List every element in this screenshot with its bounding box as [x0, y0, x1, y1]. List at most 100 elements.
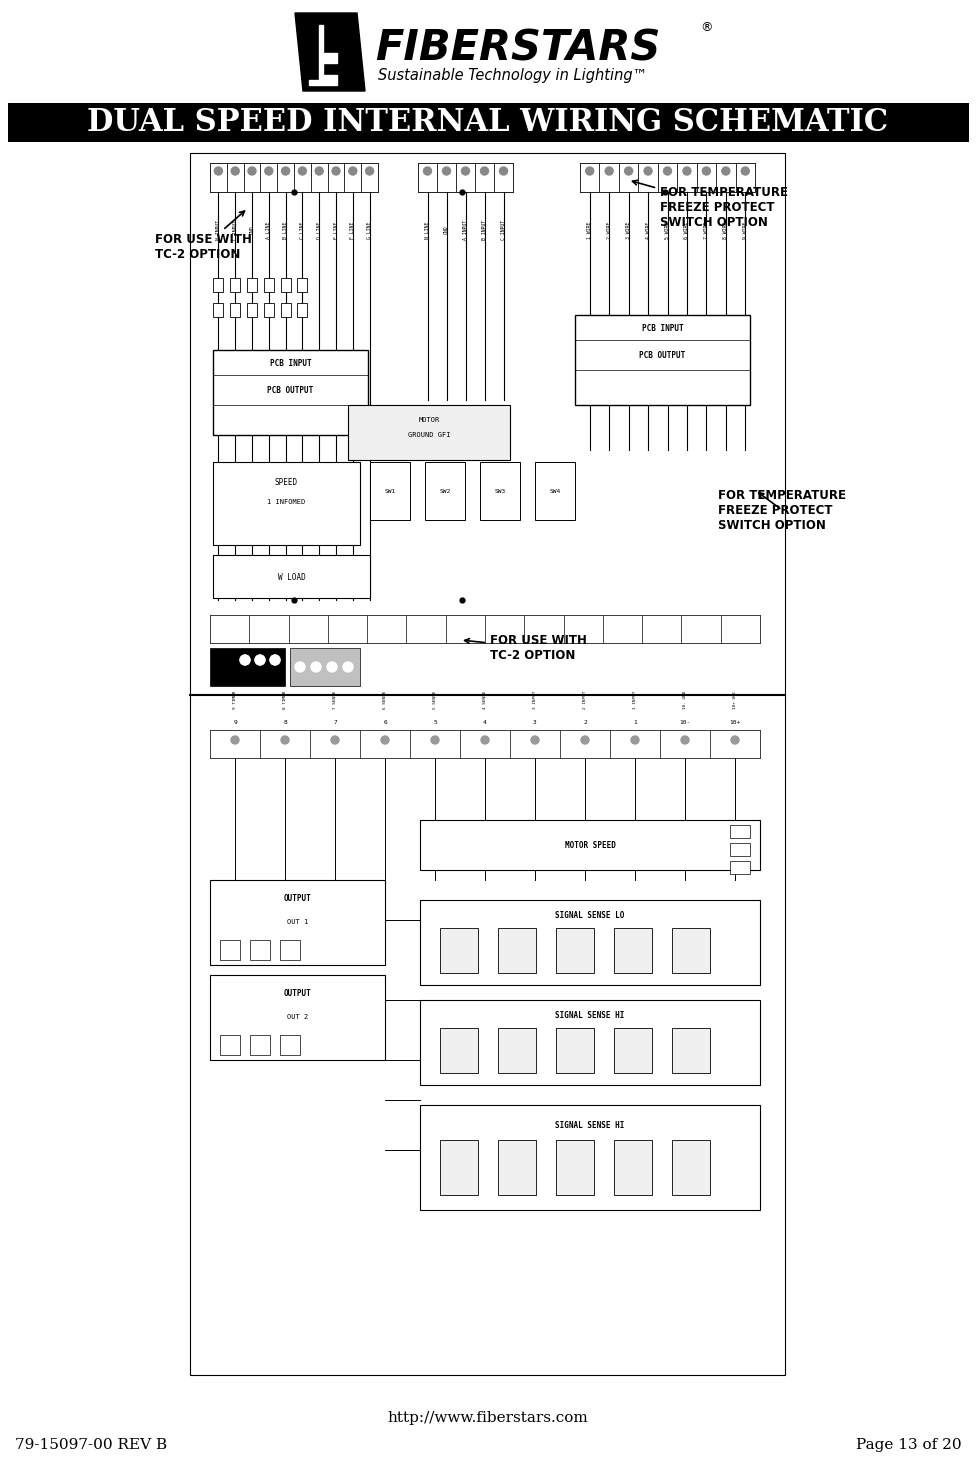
Text: SIGNAL SENSE HI: SIGNAL SENSE HI [555, 1121, 624, 1130]
Text: FOR USE WITH
TC-2 OPTION: FOR USE WITH TC-2 OPTION [465, 634, 587, 662]
Text: FIBERSTARS: FIBERSTARS [375, 26, 660, 69]
Text: PCB OUTPUT: PCB OUTPUT [639, 350, 686, 359]
Bar [213, 462, 360, 544]
Bar [261, 163, 277, 193]
Bar [243, 163, 261, 193]
Bar [672, 1028, 710, 1072]
Text: SIGNAL SENSE LO: SIGNAL SENSE LO [555, 911, 624, 919]
Circle shape [461, 168, 470, 175]
Bar [580, 163, 600, 193]
Bar [220, 940, 240, 961]
Text: A INPUT: A INPUT [463, 221, 468, 240]
Text: W LOAD: W LOAD [277, 572, 306, 581]
Bar [213, 303, 224, 316]
Bar [730, 843, 750, 856]
Text: SW1: SW1 [384, 488, 396, 493]
Text: C INPUT: C INPUT [501, 221, 506, 240]
Bar [420, 1105, 760, 1211]
Bar [660, 730, 710, 758]
Text: GND: GND [249, 225, 254, 234]
Text: 7 SENSE: 7 SENSE [333, 691, 337, 709]
Bar [480, 462, 520, 521]
Circle shape [240, 655, 250, 665]
Text: FOR USE WITH
TC-2 OPTION: FOR USE WITH TC-2 OPTION [155, 210, 252, 260]
Bar [213, 278, 224, 293]
Bar [614, 1028, 652, 1072]
Text: SW4: SW4 [549, 488, 561, 493]
Bar [250, 1036, 270, 1055]
Bar [328, 615, 367, 643]
Text: OUT 1: OUT 1 [287, 919, 308, 925]
Bar [697, 163, 716, 193]
Circle shape [481, 736, 489, 744]
Text: 79-15097-00 REV B: 79-15097-00 REV B [15, 1439, 167, 1452]
Bar [420, 819, 760, 869]
Text: 10+: 10+ [730, 719, 741, 725]
Circle shape [311, 662, 321, 672]
Text: MOTOR SPEED: MOTOR SPEED [565, 840, 616, 849]
Text: F LINE: F LINE [351, 221, 356, 238]
Bar [210, 649, 285, 685]
Bar [525, 615, 564, 643]
Text: 10+ VCC: 10+ VCC [733, 691, 737, 709]
Text: 3: 3 [533, 719, 537, 725]
Text: 1 WIRE: 1 WIRE [587, 221, 592, 238]
Text: G LINE: G LINE [367, 221, 372, 238]
Circle shape [681, 736, 689, 744]
Bar [213, 350, 368, 435]
Text: 2: 2 [583, 719, 587, 725]
Bar [210, 615, 760, 643]
Bar [440, 1140, 478, 1194]
Text: 8 TIMER: 8 TIMER [283, 691, 287, 709]
Circle shape [248, 168, 256, 175]
Bar [290, 649, 360, 685]
Bar [437, 163, 456, 193]
Bar [345, 163, 361, 193]
Circle shape [298, 168, 307, 175]
Text: 1: 1 [633, 719, 637, 725]
Bar [642, 615, 681, 643]
Bar [264, 303, 274, 316]
Text: 3 WIRE: 3 WIRE [626, 221, 631, 238]
Text: 7 WIRE: 7 WIRE [703, 221, 709, 238]
Text: 1 INFOMED: 1 INFOMED [268, 499, 306, 505]
Bar [280, 278, 290, 293]
Text: GND: GND [444, 225, 449, 234]
Bar [721, 615, 760, 643]
Bar [280, 1036, 300, 1055]
Text: 9 TIMER: 9 TIMER [233, 691, 237, 709]
Bar [658, 163, 677, 193]
Text: Page 13 of 20: Page 13 of 20 [857, 1439, 962, 1452]
Circle shape [343, 662, 353, 672]
Circle shape [232, 168, 239, 175]
Bar [672, 928, 710, 972]
Bar [710, 730, 760, 758]
Circle shape [631, 736, 639, 744]
Text: 8: 8 [283, 719, 287, 725]
Bar [220, 1036, 240, 1055]
Bar [716, 163, 736, 193]
Text: A LINE: A LINE [267, 221, 272, 238]
Circle shape [581, 736, 589, 744]
Bar [440, 1028, 478, 1072]
Circle shape [605, 168, 614, 175]
Bar [277, 163, 294, 193]
Text: 5: 5 [433, 719, 437, 725]
Text: FOR TEMPERATURE
FREEZE PROTECT
SWITCH OPTION: FOR TEMPERATURE FREEZE PROTECT SWITCH OP… [718, 488, 846, 531]
Bar [446, 615, 485, 643]
Bar [672, 1140, 710, 1194]
Bar [260, 730, 310, 758]
Bar [535, 462, 575, 521]
Text: 5 SENSE: 5 SENSE [433, 691, 437, 709]
Circle shape [327, 662, 337, 672]
Text: 4 SENSE: 4 SENSE [483, 691, 487, 709]
Circle shape [481, 168, 488, 175]
Circle shape [349, 168, 357, 175]
Circle shape [683, 168, 691, 175]
Text: DUAL SPEED INTERNAL WIRING SCHEMATIC: DUAL SPEED INTERNAL WIRING SCHEMATIC [87, 107, 888, 138]
Text: FOR TEMPERATURE
FREEZE PROTECT
SWITCH OPTION: FOR TEMPERATURE FREEZE PROTECT SWITCH OP… [632, 181, 788, 228]
Bar [638, 163, 658, 193]
Bar [360, 730, 410, 758]
Circle shape [270, 655, 280, 665]
Circle shape [499, 168, 507, 175]
